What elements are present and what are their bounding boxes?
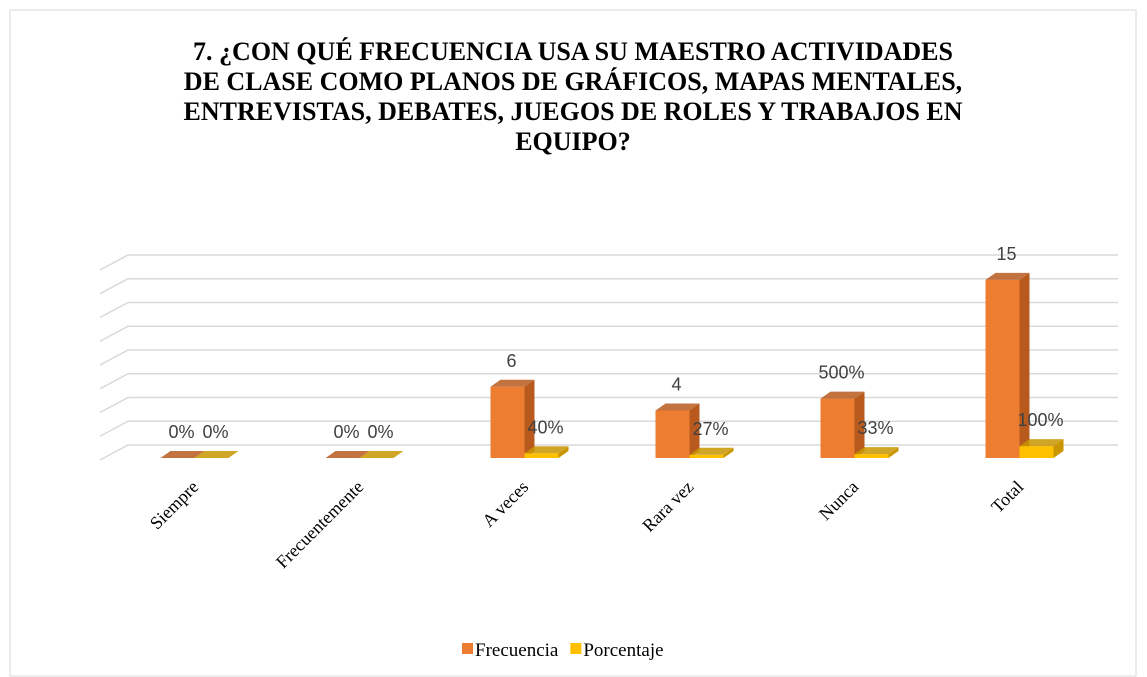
data-label: 0% bbox=[333, 422, 359, 442]
data-label: 27% bbox=[692, 419, 728, 439]
grid-line bbox=[99, 396, 1118, 414]
bar-top bbox=[655, 403, 700, 411]
chart-title: ENTREVISTAS, DEBATES, JUEGOS DE ROLES Y … bbox=[183, 97, 962, 126]
grid-line bbox=[99, 254, 1118, 271]
bar bbox=[655, 410, 690, 458]
grid-line bbox=[99, 301, 1118, 319]
bar bbox=[985, 279, 1020, 458]
legend-label: Porcentaje bbox=[583, 640, 663, 661]
grid-line bbox=[99, 420, 1118, 437]
bar-top bbox=[854, 447, 899, 455]
data-label: 0% bbox=[168, 422, 194, 442]
grid-line bbox=[99, 373, 1118, 390]
grid-line bbox=[99, 444, 1118, 461]
bar-top bbox=[820, 391, 865, 399]
bar-side bbox=[1019, 272, 1030, 458]
bar-side bbox=[558, 446, 569, 458]
data-label: 4 bbox=[671, 375, 681, 395]
bar-top bbox=[985, 272, 1030, 280]
chart-title: DE CLASE COMO PLANOS DE GRÁFICOS, MAPAS … bbox=[184, 67, 962, 96]
data-label: 33% bbox=[857, 418, 893, 438]
data-label: 100% bbox=[1017, 410, 1063, 430]
bar-side bbox=[689, 403, 700, 458]
bar-side bbox=[1053, 439, 1064, 458]
bar-top bbox=[689, 447, 734, 455]
bar-top bbox=[325, 451, 370, 458]
bar-side bbox=[854, 391, 865, 458]
chart-title: EQUIPO? bbox=[515, 127, 631, 156]
bar bbox=[1019, 446, 1054, 458]
data-label: 0% bbox=[202, 422, 228, 442]
bar-top bbox=[359, 451, 404, 458]
legend-swatch bbox=[570, 643, 582, 654]
data-label: 40% bbox=[527, 417, 563, 437]
bar-top bbox=[1019, 439, 1064, 447]
grid-line bbox=[99, 349, 1118, 366]
chart-border bbox=[9, 9, 1137, 677]
bar bbox=[854, 454, 889, 458]
bar-side bbox=[888, 447, 899, 458]
grid-line bbox=[99, 278, 1118, 295]
grid-line bbox=[99, 325, 1118, 342]
bar-top bbox=[490, 379, 535, 387]
data-label: 0% bbox=[367, 422, 393, 442]
chart-title: 7. ¿CON QUÉ FRECUENCIA USA SU MAESTRO AC… bbox=[193, 37, 953, 66]
bar-side bbox=[524, 379, 535, 458]
data-label: 15 bbox=[996, 244, 1016, 264]
bar bbox=[689, 454, 724, 458]
bar bbox=[524, 453, 559, 458]
bar bbox=[820, 398, 855, 458]
bar bbox=[490, 386, 525, 458]
bar-top bbox=[194, 451, 239, 458]
bar-top bbox=[524, 446, 569, 454]
legend-swatch bbox=[462, 643, 473, 654]
data-label: 500% bbox=[818, 363, 864, 383]
bar-side bbox=[723, 447, 734, 458]
bar-top bbox=[160, 451, 205, 458]
data-label: 6 bbox=[506, 351, 516, 371]
legend-label: Frecuencia bbox=[475, 640, 559, 661]
